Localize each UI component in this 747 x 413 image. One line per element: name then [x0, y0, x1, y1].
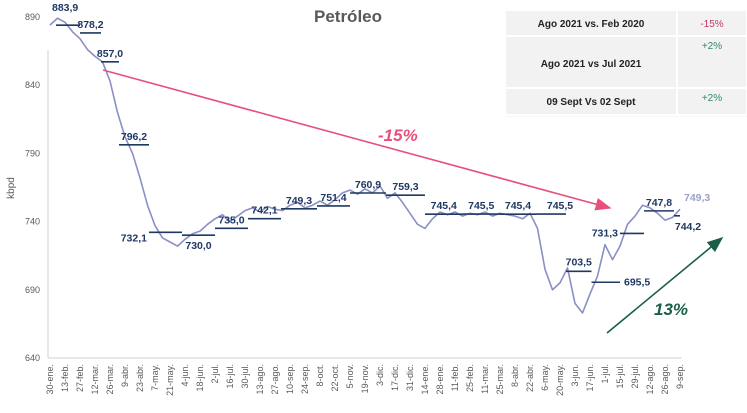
x-tick-label: 1-jul.	[600, 364, 610, 384]
x-tick-label: 11-feb.	[450, 364, 460, 391]
step-level-label: 745,4	[505, 200, 531, 212]
decline-trend-arrow	[102, 69, 612, 211]
step-level-label: 751,4	[320, 192, 346, 204]
step-level-label: 695,5	[624, 276, 650, 288]
chart-title: Petróleo	[314, 7, 382, 26]
step-level-label: 749,3	[286, 195, 312, 207]
step-level-label: 742,1	[251, 205, 277, 217]
recovery-annotation: 13%	[654, 300, 688, 319]
x-tick-label: 13-feb.	[60, 364, 70, 392]
decline-annotation: -15%	[378, 126, 418, 145]
x-tick-label: 9-abr.	[120, 364, 130, 387]
table-row-3-label: 09 Sept Vs 02 Sept	[547, 97, 637, 108]
production-series-line	[49, 17, 681, 314]
x-tick-label: 25-feb.	[465, 364, 475, 392]
x-tick-label: 4-jun.	[180, 364, 190, 387]
x-tick-label: 23-abr.	[135, 364, 145, 392]
step-level-label: 703,5	[566, 256, 592, 268]
x-tick-label: 29-jul.	[630, 364, 640, 389]
step-level-label: 759,3	[392, 181, 418, 193]
x-tick-label: 26-ago.	[660, 364, 670, 395]
y-tick-label: 640	[25, 353, 40, 363]
step-level-label: 730,0	[185, 240, 211, 252]
step-level-label: 747,8	[646, 197, 672, 209]
x-tick-label: 17-dic.	[390, 364, 400, 391]
y-axis: 640 690 740 790 840 890	[25, 12, 49, 363]
x-tick-label: 27-ago.	[270, 364, 280, 395]
y-tick-label: 790	[25, 148, 40, 158]
x-tick-label: 13-ago.	[255, 364, 265, 395]
recovery-trend-arrow	[606, 236, 724, 334]
step-level-label: 878,2	[77, 19, 103, 31]
table-row-1-label: Ago 2021 vs. Feb 2020	[538, 19, 645, 30]
step-level-label: 857,0	[97, 48, 123, 60]
step-levels	[56, 24, 680, 284]
table-row-3-value: +2%	[702, 93, 722, 104]
x-tick-label: 25-mar.	[495, 364, 505, 395]
y-tick-label: 840	[25, 80, 40, 90]
x-tick-label: 9-sep.	[675, 364, 685, 389]
x-tick-label: 31-dic.	[405, 364, 415, 391]
step-level-label: 745,5	[468, 200, 494, 212]
summary-table: Ago 2021 vs. Feb 2020 -15% Ago 2021 vs J…	[504, 9, 747, 117]
x-tick-label: 22-oct.	[330, 364, 340, 392]
y-tick-label: 740	[25, 217, 40, 227]
step-level-label: 745,4	[431, 200, 457, 212]
x-tick-label: 20-may.	[555, 364, 565, 396]
x-tick-label: 5-nov.	[345, 364, 355, 388]
x-tick-label: 28-ene.	[435, 364, 445, 395]
step-level-label: 883,9	[52, 2, 78, 14]
step-level-label: 744,2	[675, 221, 701, 233]
x-tick-label: 3-dic.	[375, 364, 385, 386]
x-tick-label: 26-mar.	[105, 364, 115, 395]
x-tick-label: 15-jul.	[615, 364, 625, 389]
y-axis-label: kbpd	[6, 177, 17, 199]
x-tick-label: 6-may.	[540, 364, 550, 391]
x-tick-label: 19-nov.	[360, 364, 370, 393]
x-tick-label: 24-sep.	[300, 364, 310, 394]
x-tick-label: 2-jul.	[210, 364, 220, 384]
data-labels: 883,9 878,2 857,0 796,2 732,1 730,0 735,0 742,1…	[52, 2, 710, 288]
x-tick-label: 14-ene.	[420, 364, 430, 395]
step-level-label: 735,0	[218, 214, 244, 226]
last-value-label: 749,3	[684, 192, 710, 204]
table-row-2-value: +2%	[702, 41, 722, 52]
x-tick-label: 10-sep.	[285, 364, 295, 394]
x-axis: 30-ene. 13-feb. 27-feb. 12-mar. 26-mar. 9-abr…	[45, 357, 685, 396]
x-tick-label: 27-feb.	[75, 364, 85, 392]
x-tick-label: 30-jul.	[240, 364, 250, 389]
series-layer	[49, 17, 681, 314]
x-tick-label: 16-jul.	[225, 364, 235, 389]
x-tick-label: 7-may.	[150, 364, 160, 391]
x-tick-label: 30-ene.	[45, 364, 55, 395]
step-level-label: 796,2	[121, 131, 147, 143]
x-tick-label: 11-mar.	[480, 364, 490, 394]
x-tick-label: 18-jun.	[195, 364, 205, 392]
x-tick-label: 8-oct.	[315, 364, 325, 387]
table-row-1-value: -15%	[700, 19, 723, 30]
table-row-2-label: Ago 2021 vs Jul 2021	[541, 59, 642, 70]
x-tick-label: 22-abr.	[525, 364, 535, 392]
y-tick-label: 890	[25, 12, 40, 22]
y-tick-label: 690	[25, 285, 40, 295]
x-tick-label: 17-jun.	[585, 364, 595, 392]
step-level-label: 760,9	[355, 179, 381, 191]
x-tick-label: 8-abr.	[510, 364, 520, 387]
x-tick-label: 12-mar.	[90, 364, 100, 395]
step-level-label: 731,3	[592, 227, 618, 239]
step-level-label: 745,5	[547, 200, 573, 212]
x-tick-label: 21-may.	[165, 364, 175, 396]
x-tick-label: 12-ago.	[645, 364, 655, 395]
step-level-label: 732,1	[121, 232, 147, 244]
x-tick-label: 3-jun.	[570, 364, 580, 387]
